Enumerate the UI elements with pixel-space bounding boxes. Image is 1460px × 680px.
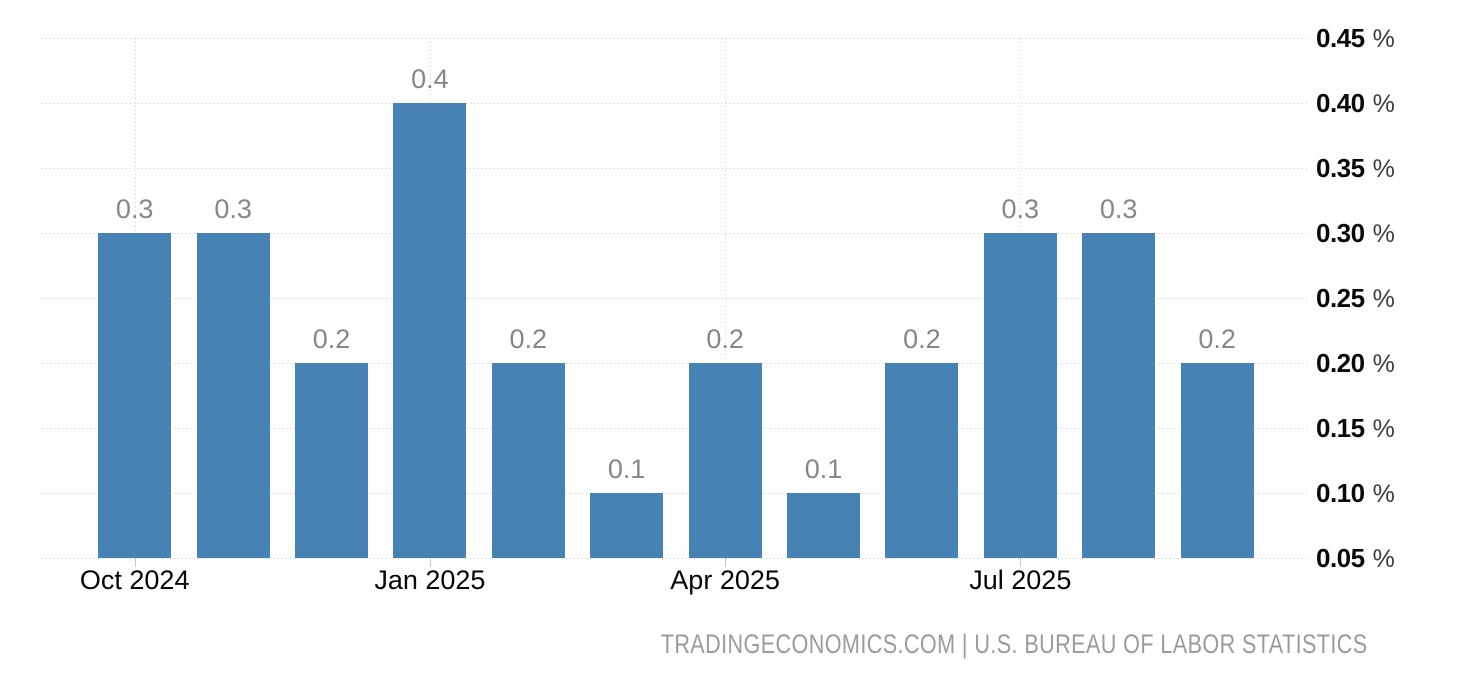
y-gridline (42, 428, 1308, 429)
y-axis-label: 0.15% (1316, 411, 1395, 445)
y-axis-value: 0.30 (1316, 218, 1365, 248)
x-axis-label: Jul 2025 (969, 565, 1072, 595)
bar-value-label: 0.3 (1001, 194, 1040, 224)
y-axis-label: 0.25% (1316, 281, 1395, 315)
y-axis-label: 0.05% (1316, 541, 1395, 575)
bar[interactable] (98, 233, 172, 558)
y-axis-value: 0.15 (1316, 413, 1365, 443)
bar-value-label: 0.4 (411, 64, 449, 94)
y-gridline (42, 558, 1308, 559)
bar[interactable] (688, 363, 762, 558)
x-axis-tick (1020, 558, 1022, 567)
y-gridline (42, 38, 1308, 39)
bar[interactable] (1082, 233, 1156, 558)
y-axis-unit: % (1372, 25, 1395, 53)
x-axis-tick (429, 558, 431, 567)
y-axis-value: 0.35 (1316, 153, 1365, 183)
bar[interactable] (491, 363, 565, 558)
y-axis-unit: % (1372, 350, 1395, 378)
y-axis-label: 0.10% (1316, 476, 1395, 510)
x-gridline (725, 38, 727, 558)
y-gridline (42, 493, 1308, 494)
y-axis-value: 0.25 (1316, 283, 1365, 313)
y-axis-value: 0.20 (1316, 348, 1365, 378)
y-axis-value: 0.40 (1316, 88, 1365, 118)
bar[interactable] (885, 363, 959, 558)
y-axis-value: 0.10 (1316, 478, 1365, 508)
y-axis-label: 0.40% (1316, 86, 1395, 120)
y-gridline (42, 298, 1308, 299)
x-axis-tick (134, 558, 136, 567)
bar-value-label: 0.2 (706, 324, 744, 354)
y-axis-unit: % (1372, 285, 1395, 313)
y-gridline (42, 233, 1308, 234)
chart-attribution: TRADINGECONOMICS.COM | U.S. BUREAU OF LA… (661, 629, 1368, 659)
y-axis-unit: % (1372, 155, 1395, 183)
y-axis-unit: % (1372, 545, 1395, 573)
bar-value-label: 0.2 (312, 324, 351, 354)
y-axis-unit: % (1372, 220, 1395, 248)
bar[interactable] (196, 233, 270, 558)
bar-value-label: 0.2 (1198, 324, 1236, 354)
y-axis-unit: % (1372, 480, 1395, 508)
bar-value-label: 0.3 (214, 194, 252, 224)
bar-value-label: 0.3 (115, 194, 154, 224)
bar-value-label: 0.1 (607, 454, 646, 484)
y-axis-label: 0.45% (1316, 21, 1395, 55)
bar[interactable] (983, 233, 1057, 558)
y-axis-label: 0.20% (1316, 346, 1395, 380)
x-axis-label: Jan 2025 (374, 565, 486, 595)
bar[interactable] (590, 493, 664, 558)
y-axis-value: 0.45 (1316, 23, 1365, 53)
y-gridline (42, 363, 1308, 364)
bar-value-label: 0.2 (509, 324, 548, 354)
x-axis-tick (725, 558, 727, 567)
y-axis-label: 0.35% (1316, 151, 1395, 185)
bar-value-label: 0.2 (903, 324, 941, 354)
x-axis-label: Apr 2025 (670, 565, 780, 595)
bar-value-label: 0.3 (1099, 194, 1138, 224)
y-gridline (42, 103, 1308, 104)
bar[interactable] (295, 363, 368, 558)
x-axis-label: Oct 2024 (79, 565, 190, 595)
bar[interactable] (1180, 363, 1254, 558)
y-axis-unit: % (1372, 415, 1395, 443)
plot-area: 0.3 0.3 0.2 0.4 0.2 0.1 0.2 0.1 0.2 0.3 0.3 0.2 (42, 38, 1308, 559)
attribution-text: TRADINGECONOMICS.COM | U.S. BUREAU OF LA… (661, 629, 1368, 659)
y-axis-unit: % (1372, 90, 1395, 118)
bar-value-label: 0.1 (804, 454, 843, 484)
bar[interactable] (787, 493, 860, 558)
y-axis-value: 0.05 (1316, 543, 1365, 573)
bar[interactable] (393, 103, 467, 558)
y-axis-label: 0.30% (1316, 216, 1395, 250)
y-gridline (42, 168, 1308, 169)
